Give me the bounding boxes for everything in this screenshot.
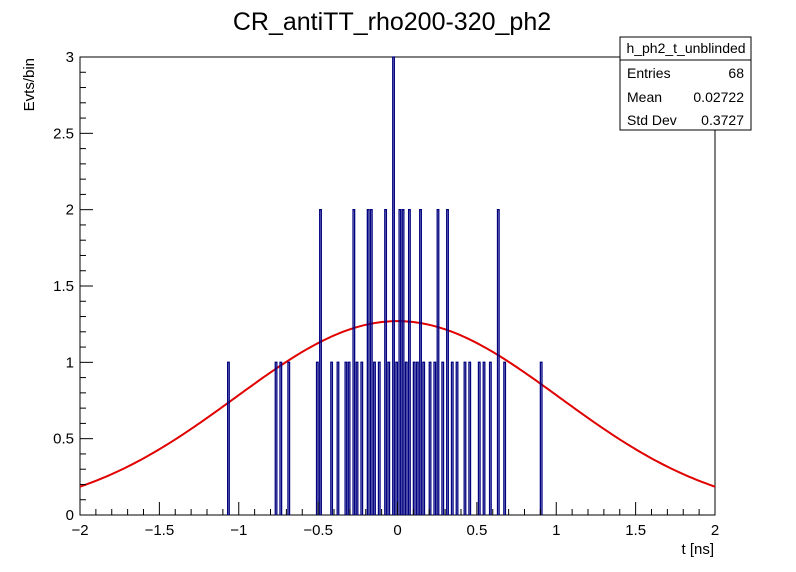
y-tick-label: 2.5 bbox=[53, 125, 74, 142]
histogram-bin-0 bbox=[226, 361, 230, 515]
histogram-bin-41 bbox=[496, 209, 500, 515]
histogram-bin-28 bbox=[422, 361, 426, 515]
histogram-bin-43 bbox=[539, 361, 543, 515]
histogram-bin-30 bbox=[433, 361, 437, 515]
histogram-bin-34 bbox=[450, 361, 454, 515]
chart-title: CR_antiTT_rho200-320_ph2 bbox=[233, 8, 551, 36]
histogram-bin-12 bbox=[360, 361, 364, 515]
y-tick-label: 3 bbox=[66, 49, 74, 66]
histogram-bin-33 bbox=[446, 209, 449, 515]
x-tick-label: −2 bbox=[71, 522, 88, 539]
x-tick-label: 2 bbox=[711, 522, 719, 539]
histogram-bin-42 bbox=[503, 361, 507, 515]
x-tick-label: −1 bbox=[230, 522, 247, 539]
stats-stddev-value: 0.3727 bbox=[701, 112, 744, 128]
histogram-bin-32 bbox=[441, 361, 445, 515]
y-tick-label: 2 bbox=[66, 202, 74, 219]
y-tick-label: 0.5 bbox=[53, 431, 74, 448]
histogram-bin-11 bbox=[355, 361, 359, 515]
y-axis-label: Evts/bin bbox=[21, 58, 38, 111]
histogram-bin-36 bbox=[463, 361, 467, 515]
x-tick-label: 0.5 bbox=[466, 522, 487, 539]
fit-curve-layer bbox=[79, 320, 716, 488]
x-axis-label: t [ns] bbox=[681, 541, 714, 558]
histogram-bin-8 bbox=[344, 361, 348, 515]
histogram-bin-26 bbox=[415, 361, 419, 515]
x-tick-label: −0.5 bbox=[303, 522, 333, 539]
stats-mean-value: 0.02722 bbox=[693, 89, 744, 105]
histogram-bin-39 bbox=[482, 361, 486, 515]
histogram-bin-6 bbox=[330, 361, 334, 515]
histogram-bin-17 bbox=[384, 209, 388, 515]
histogram-bin-27 bbox=[419, 209, 422, 515]
histogram-bin-35 bbox=[455, 361, 459, 515]
histogram-bin-31 bbox=[436, 209, 440, 515]
histogram-bin-7 bbox=[336, 361, 340, 515]
histogram-bin-3 bbox=[287, 361, 291, 515]
histogram-bin-19 bbox=[392, 56, 395, 515]
histogram-bin-40 bbox=[488, 361, 492, 515]
histogram-bin-37 bbox=[468, 361, 472, 515]
stats-box: h_ph2_t_unblinded Entries 68 Mean 0.0272… bbox=[619, 36, 752, 131]
stats-box-name: h_ph2_t_unblinded bbox=[626, 40, 745, 56]
histogram-bin-23 bbox=[404, 361, 408, 515]
x-tick-label: −1.5 bbox=[145, 522, 175, 539]
y-tick-label: 1.5 bbox=[53, 278, 74, 295]
histogram-bin-1 bbox=[274, 361, 278, 515]
histogram-bin-13 bbox=[366, 209, 370, 515]
histogram-bin-29 bbox=[428, 361, 432, 515]
stats-stddev-label: Std Dev bbox=[627, 112, 677, 128]
y-tick-label: 0 bbox=[66, 507, 74, 524]
histogram-bin-10 bbox=[352, 209, 356, 515]
histogram-bin-18 bbox=[387, 361, 391, 515]
gaussian-fit-curve bbox=[79, 320, 716, 488]
y-tick-label: 1 bbox=[66, 354, 74, 371]
x-tick-label: 0 bbox=[393, 522, 401, 539]
histogram-bin-2 bbox=[279, 361, 283, 515]
x-tick-label: 1 bbox=[552, 522, 560, 539]
histogram-bin-5 bbox=[319, 209, 322, 515]
stats-mean-label: Mean bbox=[627, 89, 662, 105]
histogram-bin-22 bbox=[401, 209, 405, 515]
histogram-bin-16 bbox=[377, 361, 381, 515]
histogram-bin-4 bbox=[315, 361, 319, 515]
histogram-bin-15 bbox=[373, 361, 376, 515]
histogram-bin-14 bbox=[369, 209, 373, 515]
histogram-bin-20 bbox=[395, 361, 399, 515]
x-tick-label: 1.5 bbox=[625, 522, 646, 539]
stats-box-frame bbox=[619, 36, 752, 131]
histogram-bin-38 bbox=[477, 361, 481, 515]
stats-entries-label: Entries bbox=[627, 65, 671, 81]
histogram-bin-9 bbox=[347, 361, 351, 515]
histogram-bin-21 bbox=[398, 209, 402, 515]
axes-layer: −2 −1.5 −1 −0.5 0 0.5 1 1.5 2 0 0.5 1 1.5 2 2.5 3 bbox=[53, 49, 719, 539]
histogram-bin-25 bbox=[412, 361, 416, 515]
histogram-layer bbox=[226, 56, 543, 515]
stats-entries-value: 68 bbox=[728, 65, 744, 81]
histogram-bin-24 bbox=[407, 209, 411, 515]
